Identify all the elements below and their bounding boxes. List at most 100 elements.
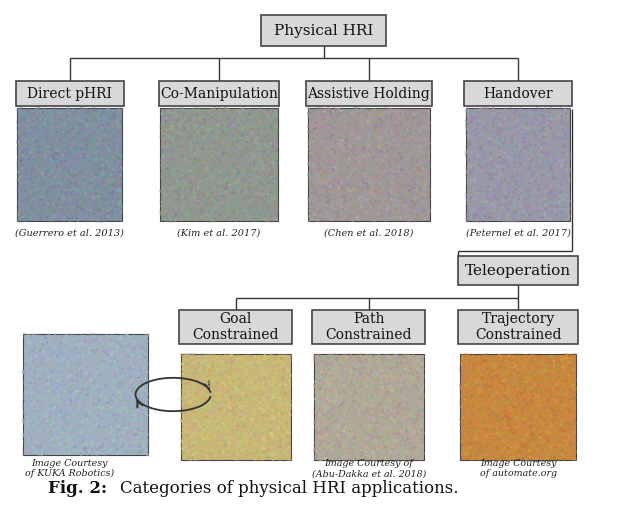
Point — [234, 128, 244, 136]
Point — [76, 373, 86, 381]
Point — [274, 352, 284, 360]
Point — [243, 150, 253, 158]
Point — [64, 128, 74, 136]
Point — [524, 215, 534, 223]
Point — [67, 400, 77, 408]
Point — [404, 109, 415, 118]
Point — [353, 214, 363, 222]
Point — [115, 137, 125, 145]
Point — [343, 200, 353, 208]
Point — [506, 151, 516, 159]
Point — [510, 217, 520, 225]
Point — [556, 368, 566, 377]
Point — [388, 430, 398, 438]
Point — [378, 204, 388, 212]
Point — [21, 170, 31, 178]
Point — [328, 166, 339, 174]
Point — [538, 385, 548, 393]
Point — [564, 106, 575, 114]
Point — [47, 160, 57, 169]
Point — [353, 359, 363, 367]
Point — [172, 122, 182, 130]
Point — [473, 359, 483, 367]
Point — [334, 454, 344, 462]
Point — [141, 426, 151, 434]
Point — [332, 199, 342, 207]
Point — [386, 165, 396, 173]
Point — [140, 331, 150, 339]
Point — [378, 405, 388, 413]
Point — [394, 402, 404, 410]
Point — [264, 198, 274, 206]
Point — [89, 193, 99, 201]
Point — [333, 208, 344, 216]
Point — [116, 172, 127, 180]
Point — [164, 182, 174, 190]
Point — [204, 390, 214, 399]
Point — [211, 370, 221, 378]
Point — [545, 133, 555, 142]
Point — [70, 442, 80, 450]
Point — [401, 426, 412, 434]
Point — [339, 406, 349, 414]
Point — [159, 200, 169, 208]
Point — [44, 330, 54, 338]
Point — [185, 127, 195, 135]
Point — [324, 215, 335, 223]
Point — [47, 203, 58, 212]
Point — [527, 406, 538, 414]
Point — [164, 213, 175, 221]
Point — [257, 198, 267, 206]
Point — [31, 164, 42, 172]
Point — [86, 394, 96, 402]
Point — [93, 444, 104, 452]
Point — [344, 148, 355, 156]
Point — [93, 352, 103, 360]
Point — [79, 443, 89, 451]
Point — [542, 177, 552, 185]
Point — [532, 129, 543, 137]
Point — [534, 137, 544, 146]
Point — [179, 408, 189, 416]
Point — [398, 438, 408, 447]
Point — [81, 106, 91, 114]
Point — [175, 184, 185, 192]
Point — [466, 115, 476, 124]
Point — [456, 394, 466, 403]
Point — [255, 374, 265, 382]
Point — [105, 357, 115, 365]
Point — [15, 174, 25, 182]
Point — [374, 170, 385, 178]
Point — [383, 436, 393, 445]
Point — [517, 405, 527, 413]
Point — [15, 201, 26, 209]
Point — [193, 193, 204, 201]
Point — [397, 352, 407, 360]
Point — [529, 387, 540, 396]
Point — [376, 147, 387, 155]
Point — [165, 201, 175, 209]
Point — [33, 153, 43, 161]
Point — [138, 380, 148, 388]
Point — [508, 117, 518, 125]
Point — [325, 152, 335, 160]
Point — [337, 416, 348, 425]
Point — [360, 119, 370, 127]
Point — [532, 446, 542, 454]
Point — [482, 383, 492, 391]
Point — [30, 379, 40, 387]
Point — [373, 412, 383, 420]
Point — [533, 181, 543, 190]
Point — [480, 118, 490, 126]
Point — [180, 429, 190, 437]
Point — [93, 186, 103, 194]
Point — [29, 423, 40, 431]
Point — [512, 429, 522, 437]
Point — [459, 441, 469, 449]
Point — [310, 382, 320, 390]
Point — [410, 200, 420, 208]
Point — [33, 183, 44, 191]
Point — [36, 356, 47, 364]
Point — [215, 407, 225, 415]
Point — [282, 381, 292, 389]
